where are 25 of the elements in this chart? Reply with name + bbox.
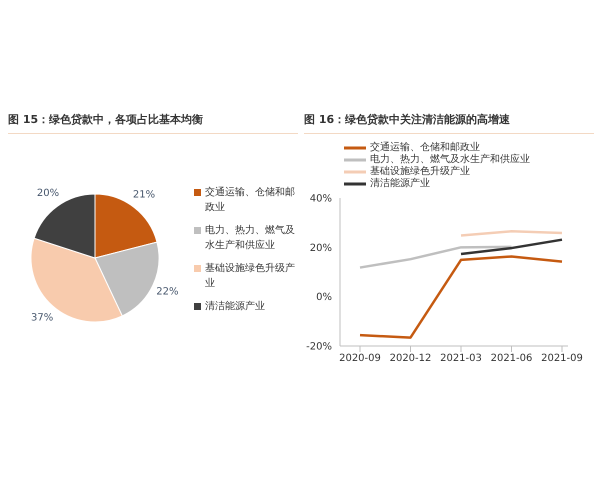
legend-label: 交通运输、仓储和邮政业 [205, 186, 296, 214]
y-tick-label: 40% [310, 194, 332, 205]
legend-label: 清洁能源产业 [370, 178, 430, 190]
data-label: 21% [132, 189, 156, 200]
data-label: 20% [36, 188, 60, 199]
y-tick-label: -20% [306, 342, 332, 353]
y-tick-label: 0% [316, 292, 332, 304]
chart-title: 图 15：绿色贷款中，各项占比基本均衡 [8, 108, 298, 134]
data-label: 22% [156, 286, 179, 298]
legend-label: 交通运输、仓储和邮政业 [370, 142, 480, 154]
data-label: 37% [30, 312, 54, 324]
legend-label: 电力、热力、燃气及水生产和供应业 [370, 154, 530, 166]
legend-label: 基础设施绿色升级产业 [370, 166, 470, 178]
line-series [358, 255, 564, 339]
x-tick-label: 2021-09 [541, 353, 583, 364]
line-series [358, 246, 513, 269]
x-tick-label: 2021-03 [440, 353, 482, 364]
x-tick-label: 2021-06 [490, 353, 532, 364]
legend-label: 清洁能源产业 [205, 300, 265, 314]
legend-label: 电力、热力、燃气及水生产和供应业 [205, 224, 296, 252]
legend-label: 基础设施绿色升级产业 [205, 262, 296, 290]
x-tick-label: 2020-09 [339, 353, 381, 364]
x-tick-label: 2020-12 [390, 353, 432, 364]
y-tick-label: 20% [310, 242, 332, 254]
chart-title: 图 16：绿色贷款中关注清洁能源的高增速 [304, 108, 594, 134]
